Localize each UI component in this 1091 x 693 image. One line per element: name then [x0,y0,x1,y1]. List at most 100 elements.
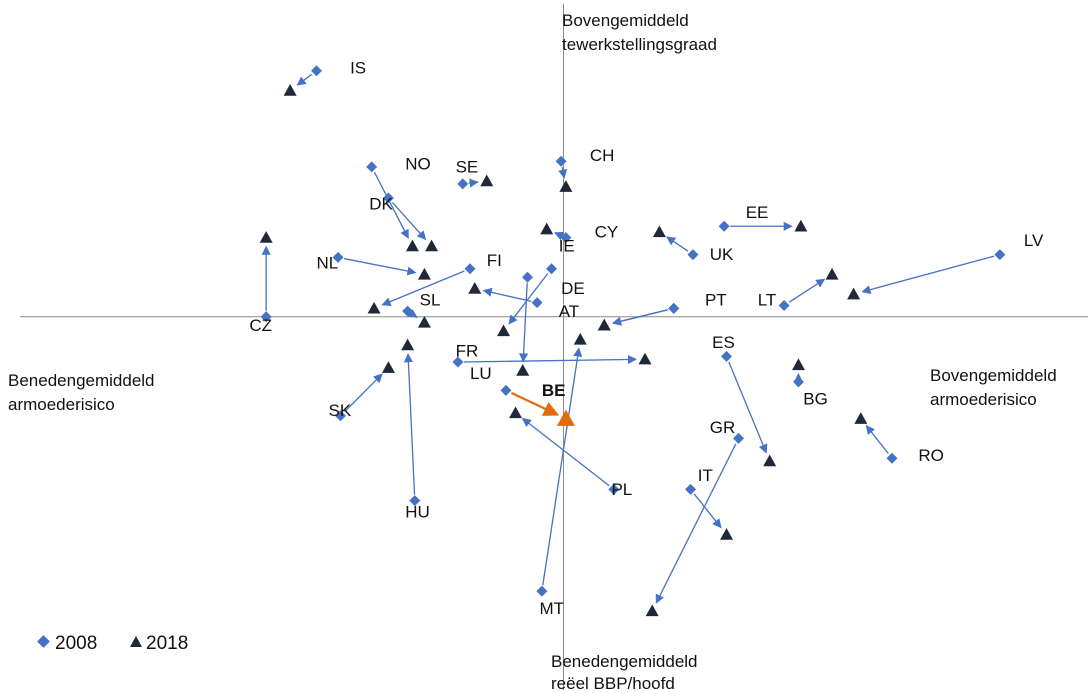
point-2018-ro [854,412,868,424]
point-2008-is [311,65,323,77]
label-ie: IE [559,237,575,256]
arrow-sk [344,373,383,413]
legend-2008-marker [37,635,50,648]
point-2018-mt [573,332,587,345]
arrow-sl [407,309,418,318]
point-2008-fr [452,356,464,368]
point-2018-lu [516,364,530,376]
label-dk: DK [369,194,393,213]
point-2008-se [457,178,469,190]
quadrant-label-right-line1: Bovengemiddeld [930,366,1057,385]
point-2018-fr [638,352,652,365]
arrow-es [728,361,768,454]
quadrant-label-top-line2: tewerkstellingsgraad [562,35,717,54]
arrow-mt [542,347,583,586]
point-2018-se [480,174,494,187]
legend-2008-label: 2008 [55,633,97,654]
quadrant-label-left-line2: armoederisico [8,395,115,414]
arrow-it [693,493,722,529]
arrow-no [373,171,409,239]
arrow-lu [519,283,529,363]
quadrant-label-bottom-line1: Benedengemiddeld [551,652,698,671]
label-es: ES [712,333,735,352]
point-2008-pl [608,483,620,495]
point-2018-pl [509,406,523,419]
arrow-se [468,178,479,188]
label-ro: RO [918,446,944,465]
quadrant-label-top-line1: Bovengemiddeld [562,11,689,30]
point-2018-sk [381,361,395,373]
arrow-lv [861,255,995,295]
point-2008-ee [718,220,730,232]
point-2008-cz [260,311,272,323]
point-2018-de [468,282,482,294]
point-2018-pt [597,318,611,331]
label-fi: FI [487,251,502,270]
label-ee: EE [746,203,769,222]
point-2008-hu [409,495,421,507]
label-lu: LU [470,364,492,383]
label-ch: CH [590,146,615,165]
arrow-is [296,73,313,86]
point-2018-it [720,528,734,540]
point-2008-it [685,483,697,495]
point-2008-lu [522,271,534,283]
point-2008-nl [332,251,344,263]
arrow-ro [865,424,889,454]
point-2008-bg [792,376,804,388]
point-2018-cy [540,222,554,235]
arrow-fr [463,354,637,365]
label-sl: SL [420,290,441,309]
point-2018-fi [367,301,381,314]
label-it: IT [698,466,713,485]
point-2018-ee [794,219,808,232]
arrow-be [510,391,560,416]
arrow-uk [666,236,689,252]
label-bg: BG [803,389,828,408]
label-is: IS [350,59,366,78]
point-2008-gr [733,432,745,444]
arrow-de [482,287,532,302]
point-2018-es [763,454,777,467]
arrow-cy [554,231,565,241]
point-2008-fi [464,263,476,275]
point-2018-is [283,84,297,96]
point-2018-ie [497,324,511,337]
label-uk: UK [710,245,734,264]
label-nl: NL [317,254,339,273]
point-2008-de [531,297,543,309]
arrow-lt [788,278,826,303]
label-hu: HU [405,503,430,522]
point-2018-lv [847,287,861,300]
country-labels-layer: IS NO SE CH DK NL CZ FI SL CY IE DE AT PT FR LU BE PL SK HU… [249,59,1044,618]
quadrant-label-bottom-line2: reëel BBP/hoofd [551,674,675,693]
label-gr: GR [710,418,736,437]
label-cy: CY [595,223,619,242]
arrow-ie [508,273,549,325]
point-2008-be [500,384,512,396]
point-2018-nl [417,267,431,280]
point-2008-sl [402,305,414,317]
point-2018-hu [401,338,415,351]
point-2008-no [366,161,378,173]
point-2018-be [556,409,575,426]
quadrant-label-left-line1: Benedengemiddeld [8,371,155,390]
point-2008-uk [687,249,699,261]
point-2018-lt [825,267,839,280]
point-2008-pt [668,302,680,314]
arrow-dk [391,202,427,241]
label-mt: MT [540,599,565,618]
label-se: SE [456,158,479,177]
point-2008-ch [555,155,567,167]
arrow-gr [655,443,737,604]
label-cz: CZ [249,316,272,335]
point-2008-lv [994,249,1006,261]
label-de: DE [561,279,585,298]
arrow-pl [521,417,610,487]
arrow-nl [343,257,417,276]
point-2008-ro [886,452,898,464]
arrow-pt [612,309,669,326]
points-layer [259,65,1006,617]
label-lv: LV [1024,231,1044,250]
